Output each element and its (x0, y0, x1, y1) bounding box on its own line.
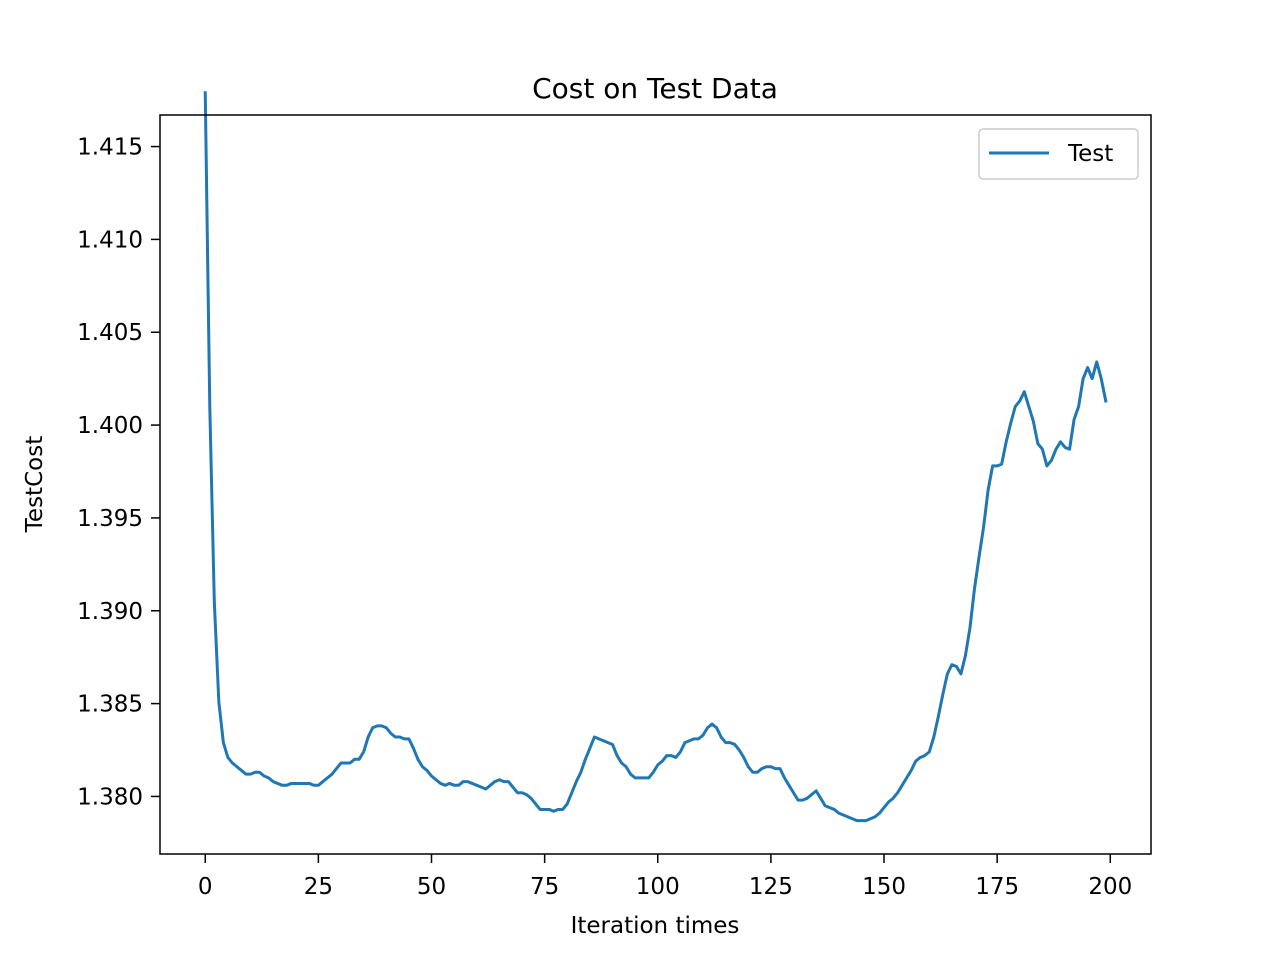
x-tick-label: 175 (975, 874, 1019, 900)
chart-title: Cost on Test Data (532, 72, 778, 105)
x-tick-label: 75 (530, 874, 559, 900)
y-tick-label: 1.385 (77, 692, 143, 718)
plot-area (159, 91, 1152, 855)
x-tick-label: 25 (304, 874, 333, 900)
y-tick-label: 1.415 (77, 135, 143, 161)
x-tick-label: 150 (862, 874, 906, 900)
x-tick-label: 50 (417, 874, 446, 900)
x-tick-label: 200 (1088, 874, 1132, 900)
x-tick-label: 100 (636, 874, 680, 900)
x-tick-label: 0 (198, 874, 213, 900)
y-tick-label: 1.395 (77, 506, 143, 532)
y-axis: 1.380 1.385 1.390 1.395 1.400 1.405 1.410 1.415 (77, 135, 160, 810)
legend-box (978, 128, 1139, 180)
series-line-test (203, 91, 1108, 823)
x-axis-label: Iteration times (571, 913, 740, 939)
axes-frame (159, 114, 1152, 855)
y-tick-label: 1.405 (77, 320, 143, 346)
series-layer (203, 91, 1108, 823)
y-tick-label: 1.380 (77, 784, 143, 810)
legend-label-test: Test (1067, 141, 1113, 167)
y-axis-label: TestCost (22, 436, 48, 533)
y-tick-label: 1.390 (77, 599, 143, 625)
y-tick-label: 1.410 (77, 227, 143, 253)
legend: Test (978, 128, 1139, 180)
x-tick-label: 125 (749, 874, 793, 900)
x-axis: 0 25 50 75 100 125 150 175 200 (198, 854, 1132, 900)
y-tick-label: 1.400 (77, 413, 143, 439)
